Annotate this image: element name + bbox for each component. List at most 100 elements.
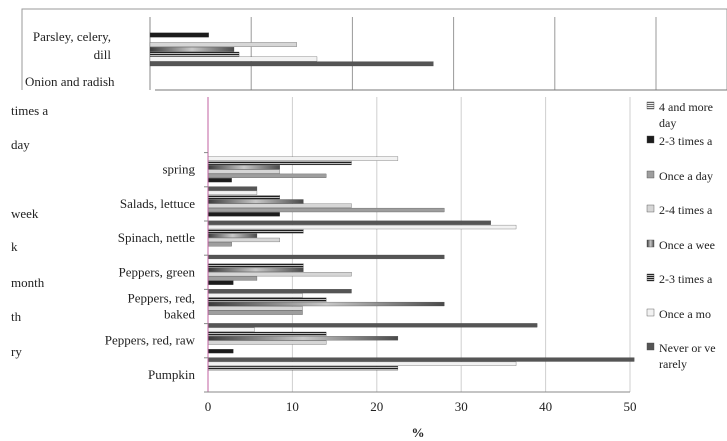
background-category-label: dill (94, 47, 112, 62)
legend-swatch (646, 135, 655, 144)
background-bar (149, 47, 235, 52)
bar (207, 276, 258, 281)
hidden-legend-fragments: times a day week k month th ry (11, 103, 48, 359)
x-tick-label: 40 (539, 399, 552, 414)
legend-swatch (646, 273, 655, 282)
bar (207, 207, 445, 213)
bar (207, 224, 517, 230)
bar (207, 306, 303, 311)
legend-swatch (646, 308, 655, 317)
background-category-label: Parsley, celery, (33, 29, 111, 44)
bar (207, 199, 304, 204)
bar (207, 272, 352, 277)
legend-label: Once a day (659, 169, 713, 183)
bar (207, 169, 280, 174)
legend-label: 2-4 times a (659, 203, 713, 217)
bar (207, 160, 352, 166)
bar (207, 310, 303, 315)
bar (207, 237, 280, 243)
background-bar (149, 32, 209, 38)
bar (207, 190, 258, 195)
bar (207, 297, 327, 302)
x-tick-label: 50 (624, 399, 637, 414)
category-label: spring (163, 162, 196, 177)
category-label: Peppers, red, raw (105, 333, 196, 348)
background-chart: Parsley, celery, dill Onion and radish (21, 8, 727, 106)
bar (207, 242, 232, 247)
x-tick-label: 10 (286, 399, 299, 414)
category-label: Salads, lettuce (120, 196, 195, 211)
bar (207, 156, 399, 161)
bar (207, 233, 258, 238)
legend-fragment: k (11, 239, 18, 254)
legend-swatch (646, 342, 655, 351)
bar (207, 186, 258, 191)
background-bar (149, 61, 434, 67)
background-bar (149, 51, 240, 57)
category-label: Pumpkin (148, 367, 195, 382)
category-label: Spinach, nettle (118, 230, 195, 245)
legend-fragment: th (11, 309, 22, 324)
bar (207, 220, 491, 225)
legend-label: rarely (659, 357, 687, 371)
bar (207, 280, 234, 285)
bar (207, 349, 234, 354)
x-tick-labels: 0 10 20 30 40 50 (205, 399, 637, 414)
bar (207, 254, 445, 260)
bar (207, 361, 517, 366)
background-partial-label: Onion and radish (25, 74, 115, 89)
bar (207, 165, 280, 170)
bar (207, 293, 303, 298)
bar (207, 203, 352, 208)
bar (207, 195, 280, 200)
legend-fragment: times a (11, 103, 48, 118)
legend-label: 2-3 times a (659, 134, 713, 148)
legend-fragment: ry (11, 344, 22, 359)
category-label: Peppers, green (118, 264, 195, 279)
front-chart-panel (0, 90, 727, 441)
category-label: Peppers, red, (127, 291, 195, 306)
category-labels: Pumpkin Peppers, red, raw Peppers, red,bak… (105, 162, 196, 382)
x-tick-label: 30 (455, 399, 468, 414)
bar (207, 331, 327, 337)
legend-label: 4 and more (659, 100, 713, 114)
background-chart-frame (21, 8, 727, 106)
category-label: baked (164, 307, 196, 322)
legend: 4 and more day 2-3 times a Once a day 2-4 ti… (646, 100, 716, 371)
bar (207, 289, 352, 294)
legend-label: 2-3 times a (659, 272, 713, 286)
background-bar (149, 42, 297, 47)
bar (207, 366, 399, 371)
bar (207, 212, 280, 217)
bar (207, 327, 255, 332)
bar (207, 340, 327, 345)
legend-fragment: month (11, 275, 45, 290)
bar (207, 357, 635, 362)
bar (207, 323, 538, 328)
legend-fragment: day (11, 137, 30, 152)
bars (207, 156, 635, 371)
legend-swatch (646, 170, 655, 179)
legend-label: Once a mo (659, 307, 711, 321)
bar (207, 173, 327, 178)
legend-swatch (646, 239, 655, 248)
bar (207, 263, 304, 268)
bar (207, 178, 232, 183)
bar (207, 229, 304, 234)
legend-label: Once a wee (659, 238, 715, 252)
background-chart-bars (149, 32, 434, 67)
legend-fragment: week (11, 206, 39, 221)
x-tick-label: 20 (370, 399, 383, 414)
legend-label: Never or ve (659, 341, 716, 355)
legend-swatch (646, 204, 655, 213)
legend-label: day (659, 116, 676, 130)
axes (204, 97, 630, 393)
bar (207, 267, 304, 272)
x-axis-label: % (412, 425, 425, 440)
x-tick-label: 0 (205, 399, 212, 414)
legend-swatch (646, 101, 655, 110)
bar (207, 301, 445, 307)
background-bar (149, 56, 318, 62)
bar (207, 336, 399, 341)
